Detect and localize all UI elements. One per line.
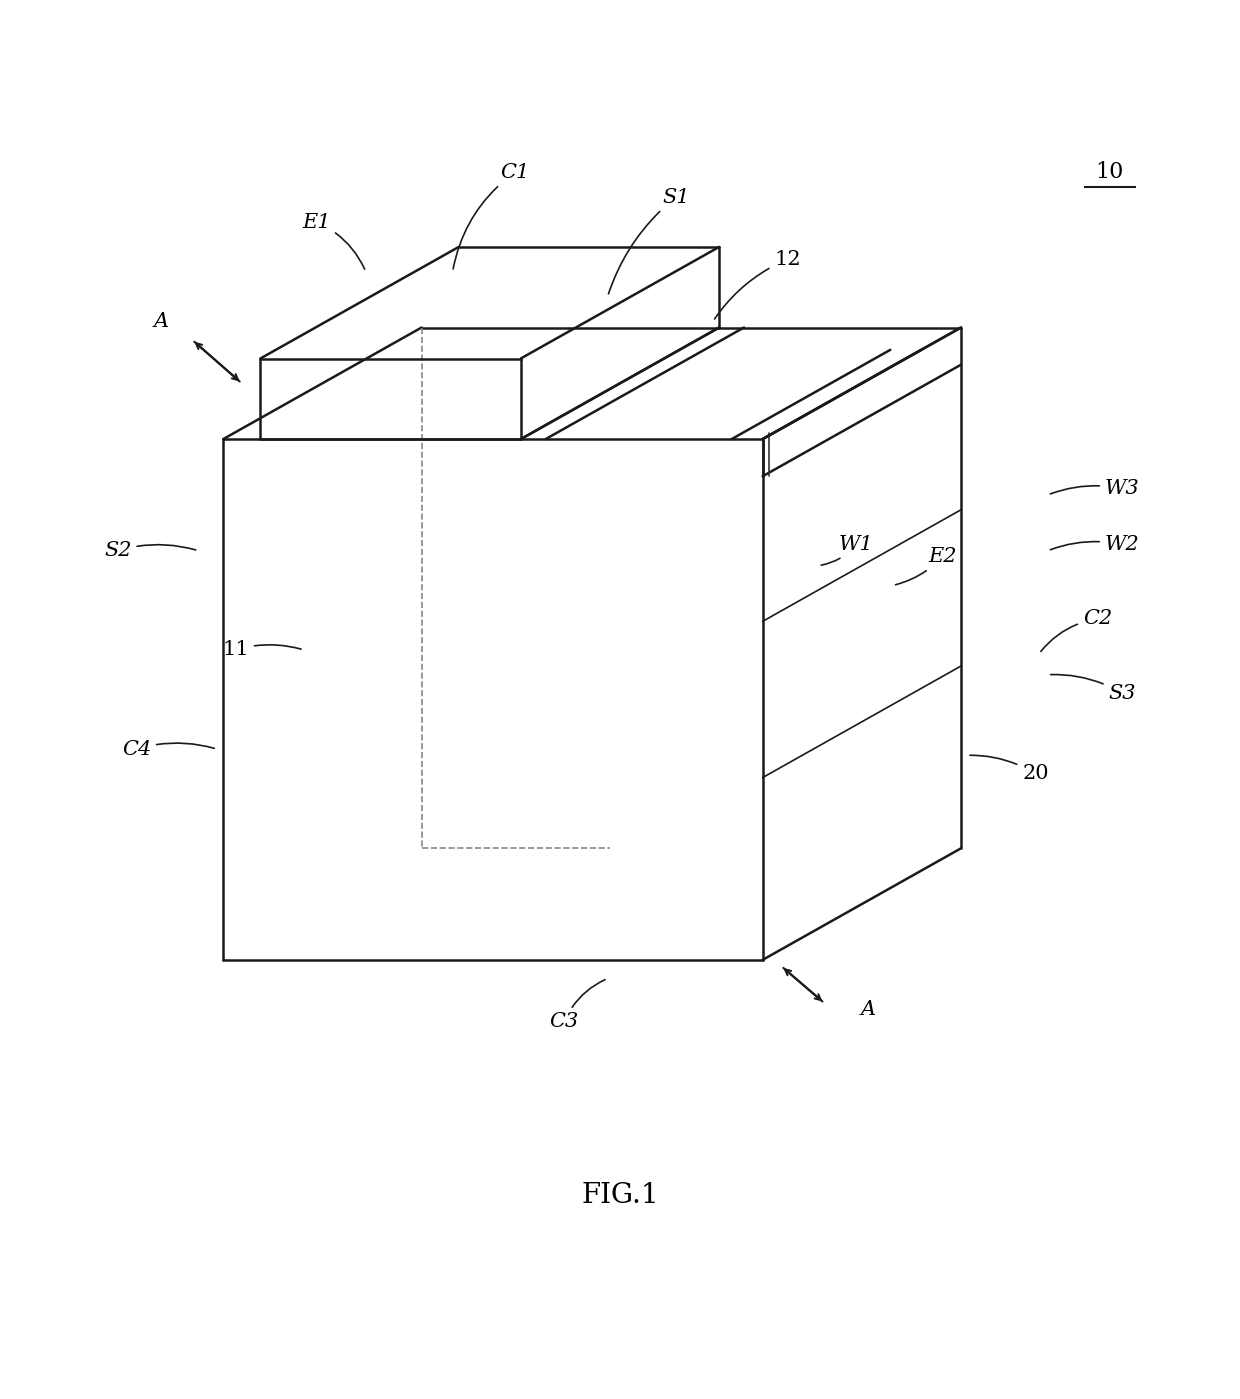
Text: 20: 20 — [970, 755, 1049, 783]
Text: C2: C2 — [1040, 610, 1112, 652]
Text: A: A — [861, 1000, 875, 1018]
Text: W2: W2 — [1050, 534, 1140, 554]
Text: A: A — [154, 312, 169, 330]
Text: W3: W3 — [1050, 480, 1140, 498]
Text: S1: S1 — [609, 187, 689, 294]
Text: E1: E1 — [303, 213, 365, 269]
Text: S2: S2 — [104, 541, 196, 560]
Text: 12: 12 — [714, 250, 801, 319]
Text: S3: S3 — [1050, 674, 1136, 702]
Text: 11: 11 — [222, 641, 301, 659]
Text: C3: C3 — [549, 979, 605, 1031]
Text: E2: E2 — [895, 547, 956, 585]
Text: 10: 10 — [1096, 161, 1123, 183]
Text: C1: C1 — [453, 164, 529, 269]
Text: W1: W1 — [821, 534, 873, 565]
Text: FIG.1: FIG.1 — [582, 1182, 658, 1209]
Text: C4: C4 — [122, 740, 215, 758]
